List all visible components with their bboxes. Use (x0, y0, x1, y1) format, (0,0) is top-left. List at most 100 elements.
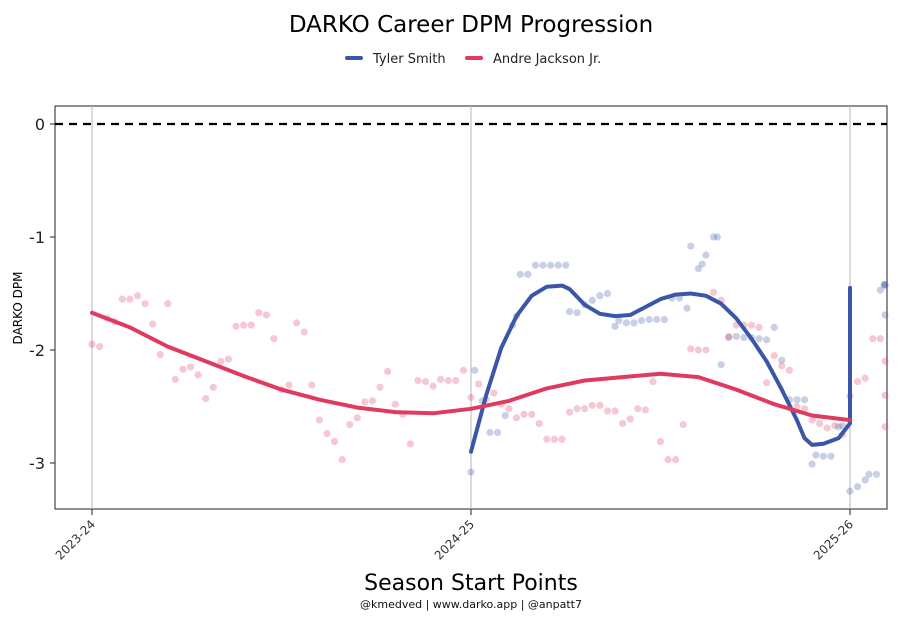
point-andre-jackson-62 (558, 435, 566, 443)
point-andre-jackson-32 (330, 437, 339, 446)
point-andre-jackson-38 (376, 383, 384, 391)
point-andre-jackson-45 (429, 382, 437, 390)
point-andre-jackson-102 (861, 374, 869, 382)
point-andre-jackson-1 (95, 343, 104, 351)
point-tyler-smith-43 (755, 335, 763, 343)
point-tyler-smith-28 (660, 315, 668, 324)
point-tyler-smith-18 (588, 296, 596, 304)
x-tick-label: 2025-26 (811, 517, 856, 562)
point-andre-jackson-92 (785, 366, 793, 374)
point-tyler-smith-31 (683, 304, 691, 312)
point-tyler-smith-38 (717, 361, 725, 369)
point-andre-jackson-60 (543, 435, 551, 443)
point-andre-jackson-6 (133, 292, 142, 300)
point-andre-jackson-57 (520, 410, 528, 419)
point-tyler-smith-36 (709, 233, 718, 241)
y-tick-label: -1 (29, 228, 45, 247)
point-andre-jackson-44 (421, 378, 430, 386)
point-tyler-smith-39 (725, 333, 733, 342)
point-andre-jackson-18 (224, 355, 233, 363)
point-andre-jackson-101 (853, 378, 862, 386)
point-andre-jackson-75 (656, 437, 665, 446)
point-andre-jackson-53 (490, 389, 498, 397)
point-andre-jackson-43 (414, 376, 422, 385)
point-andre-jackson-15 (202, 394, 210, 403)
point-tyler-smith-44 (763, 336, 771, 344)
legend-label-andre-jackson: Andre Jackson Jr. (493, 52, 601, 67)
point-andre-jackson-74 (649, 378, 657, 386)
trend-lines (90, 283, 852, 454)
point-tyler-smith-50 (808, 460, 816, 468)
point-andre-jackson-76 (664, 456, 672, 464)
point-andre-jackson-88 (755, 323, 763, 331)
point-tyler-smith-55 (838, 422, 847, 430)
point-andre-jackson-59 (535, 419, 543, 428)
point-tyler-smith-3 (486, 428, 494, 437)
point-andre-jackson-8 (149, 320, 157, 328)
point-andre-jackson-12 (179, 365, 187, 373)
point-andre-jackson-66 (588, 401, 596, 409)
point-andre-jackson-87 (747, 321, 756, 329)
point-tyler-smith-49 (800, 396, 809, 404)
point-andre-jackson-82 (709, 288, 718, 296)
point-andre-jackson-61 (550, 435, 558, 443)
point-tyler-smith-26 (645, 315, 653, 324)
point-tyler-smith-13 (554, 261, 562, 269)
point-andre-jackson-51 (474, 380, 483, 388)
point-tyler-smith-1 (471, 366, 479, 374)
point-andre-jackson-84 (725, 332, 733, 341)
point-andre-jackson-79 (687, 345, 695, 353)
point-tyler-smith-53 (827, 452, 835, 460)
point-andre-jackson-106 (881, 391, 889, 399)
point-tyler-smith-0 (467, 468, 475, 476)
point-andre-jackson-21 (247, 321, 255, 329)
point-tyler-smith-25 (637, 317, 646, 325)
point-tyler-smith-32 (687, 242, 695, 250)
y-tick-label: -3 (29, 454, 45, 473)
point-andre-jackson-11 (171, 375, 179, 383)
x-tick-label: 2024-25 (432, 517, 477, 562)
point-tyler-smith-41 (740, 333, 748, 342)
point-andre-jackson-24 (270, 335, 278, 343)
point-tyler-smith-65 (881, 311, 889, 319)
y-axis: 0 -1 -2 -3 (29, 115, 55, 473)
point-andre-jackson-56 (512, 414, 521, 422)
legend: Tyler Smith Andre Jackson Jr. (345, 52, 601, 67)
point-tyler-smith-45 (770, 323, 778, 331)
point-andre-jackson-22 (255, 309, 263, 317)
point-tyler-smith-59 (865, 470, 873, 478)
point-andre-jackson-17 (217, 357, 225, 365)
point-andre-jackson-47 (444, 376, 452, 385)
y-tick-label: 0 (35, 115, 45, 134)
point-tyler-smith-9 (524, 270, 532, 278)
point-tyler-smith-62 (880, 280, 888, 289)
point-andre-jackson-98 (831, 422, 839, 430)
point-andre-jackson-71 (626, 415, 634, 423)
point-andre-jackson-4 (118, 295, 126, 303)
point-andre-jackson-5 (126, 295, 134, 303)
point-andre-jackson-26 (285, 381, 293, 389)
point-andre-jackson-29 (308, 381, 316, 389)
point-tyler-smith-23 (622, 319, 630, 327)
point-tyler-smith-40 (732, 332, 740, 341)
point-andre-jackson-105 (881, 357, 889, 365)
point-tyler-smith-11 (539, 261, 547, 269)
y-tick-label: -2 (29, 341, 45, 360)
point-tyler-smith-60 (872, 470, 881, 478)
point-andre-jackson-48 (452, 376, 460, 385)
point-andre-jackson-39 (384, 367, 392, 376)
point-tyler-smith-48 (793, 396, 801, 404)
point-andre-jackson-68 (603, 407, 612, 415)
point-tyler-smith-16 (573, 309, 581, 317)
point-andre-jackson-81 (702, 346, 710, 354)
point-andre-jackson-50 (467, 393, 475, 402)
point-tyler-smith-14 (562, 261, 570, 269)
point-andre-jackson-49 (459, 366, 468, 374)
point-andre-jackson-46 (437, 375, 445, 383)
point-tyler-smith-46 (778, 356, 786, 364)
point-tyler-smith-33 (694, 265, 703, 273)
point-tyler-smith-19 (596, 292, 604, 300)
point-tyler-smith-12 (546, 261, 555, 269)
point-andre-jackson-89 (763, 379, 771, 387)
